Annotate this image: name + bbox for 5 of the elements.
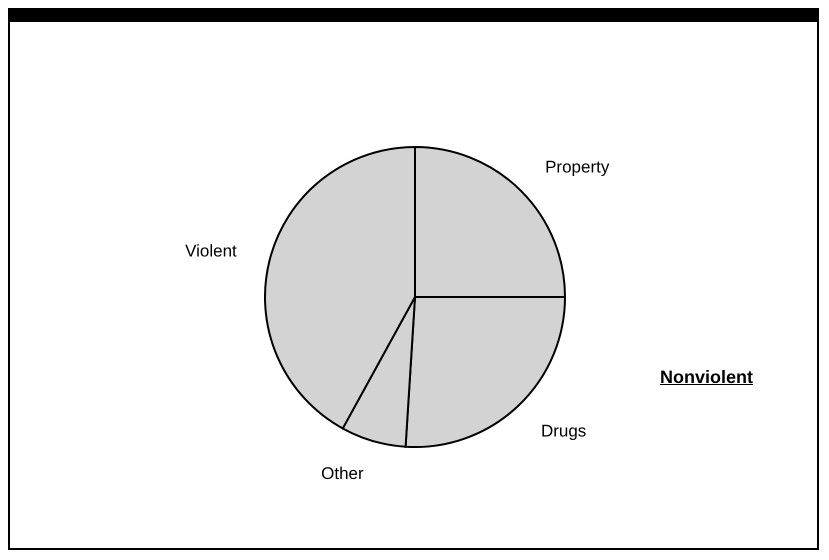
slice-label: Other — [321, 464, 364, 484]
slice-label: Drugs — [540, 422, 586, 441]
slice-label: Violent — [185, 242, 238, 261]
text: Nonviolent — [660, 367, 753, 388]
slice-label: Property — [545, 157, 610, 176]
